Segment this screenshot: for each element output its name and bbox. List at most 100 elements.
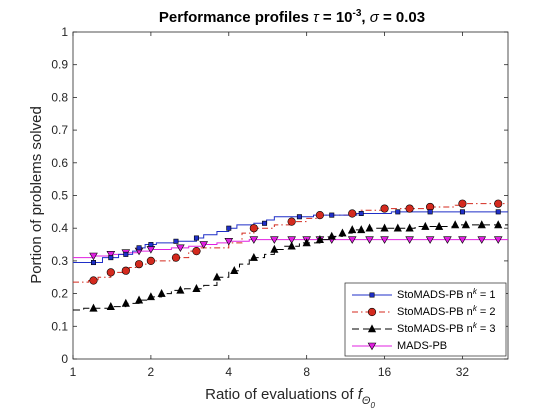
y-tick-label: 0.1: [51, 319, 68, 333]
legend-label-mads-pb: MADS-PB: [397, 340, 447, 352]
series-3-marker: [347, 236, 357, 244]
series-3-marker: [477, 236, 487, 244]
y-tick-label: 0.9: [51, 58, 68, 72]
y-tick-label: 0.5: [51, 189, 68, 203]
series-3-marker: [89, 252, 98, 261]
series-3-marker: [458, 236, 467, 244]
series-2-marker: [157, 288, 166, 297]
x-tick-label: 16: [378, 365, 392, 379]
series-2-marker: [338, 228, 347, 237]
series-2-marker: [212, 272, 222, 281]
series-2-marker: [89, 303, 98, 312]
series-0-marker: [495, 209, 501, 215]
x-axis-label: Ratio of evaluations of fΘ0: [205, 386, 375, 410]
legend-label-stomads-2: StoMADS-PB nk = 2: [397, 304, 495, 318]
series-0-marker: [358, 210, 364, 216]
y-tick-label: 0: [61, 352, 68, 366]
series-3-marker: [493, 236, 503, 244]
series-2-marker: [393, 223, 402, 232]
series-0-marker: [296, 214, 302, 220]
series-0-marker: [226, 225, 232, 231]
legend-swatches: [352, 292, 392, 351]
series-0-marker: [136, 245, 142, 251]
series-line-0: [73, 211, 508, 264]
series-3-marker: [176, 244, 185, 253]
y-tick-label: 0.4: [51, 221, 68, 235]
y-tick-label: 0.6: [51, 156, 68, 170]
series-3-marker: [106, 251, 116, 259]
legend: StoMADS-PB nk = 1 StoMADS-PB nk = 2 StoM…: [344, 282, 507, 357]
x-tick-label: 8: [303, 365, 310, 379]
series-1-marker: [146, 256, 155, 266]
series-2-marker: [134, 295, 144, 304]
series-0-marker: [108, 255, 114, 261]
legend-marker-1: [367, 307, 377, 317]
series-2-marker: [357, 225, 366, 234]
series-markers: [89, 199, 503, 312]
series-0-marker: [148, 242, 154, 248]
series-2-marker: [230, 266, 239, 275]
series-2-marker: [315, 234, 324, 243]
series-1-marker: [106, 268, 115, 277]
legend-label-stomads-1: StoMADS-PB nk = 1: [397, 287, 495, 301]
series-3-marker: [380, 236, 389, 244]
legend-marker-0: [369, 292, 375, 298]
series-3-marker: [425, 236, 435, 244]
series-0-marker: [395, 209, 401, 215]
legend-label-stomads-3: StoMADS-PB nk = 3: [397, 321, 495, 335]
series-0-marker: [123, 251, 129, 257]
series-2-marker: [348, 225, 357, 234]
series-1-marker: [89, 276, 98, 285]
series-2-marker: [176, 285, 185, 294]
legend-marker-3: [367, 342, 377, 351]
series-2-marker: [270, 244, 279, 253]
series-2-marker: [451, 220, 460, 229]
series-1-marker: [171, 253, 181, 262]
y-axis-label: Portion of problems solved: [28, 106, 45, 284]
x-tick-label: 1: [70, 365, 77, 379]
axis-ticks: 1 2 4 8 16 32 0 0.1 0.2 0.3 0.4 0.5 0.6 0.7 0.8 0.9 1: [51, 25, 508, 379]
series-1-marker: [315, 211, 324, 220]
series-3-marker: [443, 236, 452, 244]
series-2-marker: [121, 298, 130, 307]
y-tick-label: 1: [61, 25, 68, 39]
series-2-marker: [477, 220, 486, 229]
series-0-marker: [427, 209, 433, 215]
series-1-marker: [249, 224, 258, 233]
series-1-marker: [405, 204, 414, 213]
series-0-marker: [329, 212, 335, 218]
series-2-marker: [249, 252, 258, 261]
series-2-marker: [327, 231, 336, 240]
series-1-marker: [458, 199, 467, 208]
series-1-marker: [192, 246, 201, 256]
y-tick-label: 0.7: [51, 123, 68, 137]
y-tick-label: 0.3: [51, 254, 68, 268]
series-2-marker: [494, 220, 503, 229]
series-0-marker: [173, 238, 179, 244]
series-3-marker: [199, 241, 209, 249]
series-0-marker: [459, 209, 465, 215]
series-3-marker: [405, 236, 414, 244]
series-0-marker: [90, 260, 96, 266]
series-3-marker: [249, 236, 259, 244]
series-1-marker: [380, 204, 389, 213]
x-tick-label: 32: [456, 365, 470, 379]
series-3-marker: [270, 236, 279, 244]
series-1-marker: [494, 199, 503, 208]
series-3-marker: [224, 237, 234, 246]
series-2-marker: [365, 223, 374, 232]
series-1-marker: [134, 260, 144, 269]
series-3-marker: [287, 236, 296, 244]
series-2-marker: [192, 284, 201, 292]
series-2-marker: [421, 221, 430, 230]
x-tick-label: 2: [148, 365, 155, 379]
series-2-marker: [380, 223, 389, 232]
y-tick-label: 0.8: [51, 90, 68, 104]
series-3-marker: [365, 236, 374, 244]
series-1-marker: [121, 266, 130, 275]
series-2-marker: [287, 241, 296, 250]
y-tick-label: 0.2: [51, 287, 68, 301]
series-2-marker: [106, 302, 115, 310]
